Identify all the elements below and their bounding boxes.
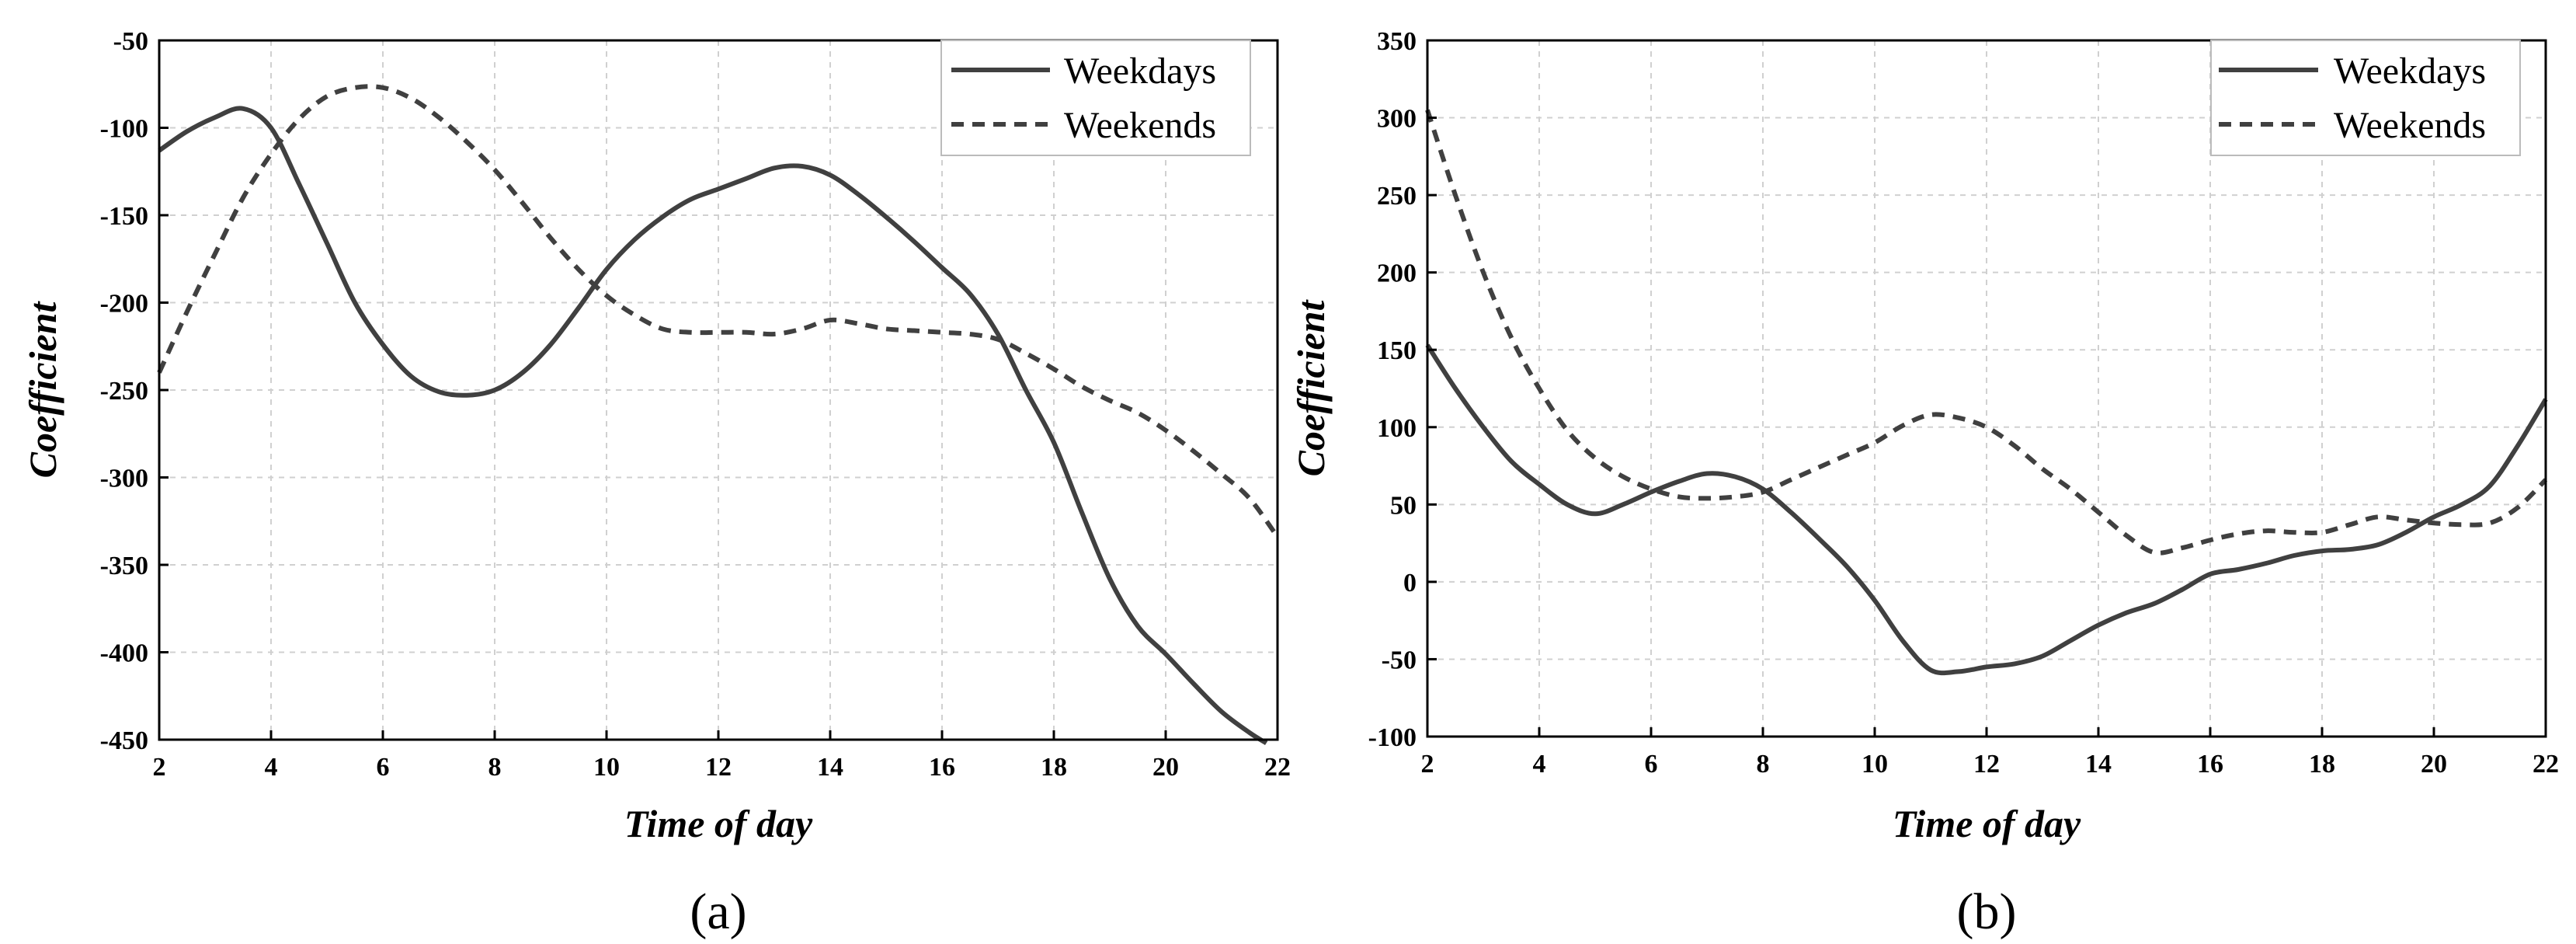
panel-b-x-tick-label: 16 [2197, 750, 2223, 779]
panel-b-y-axis-title: Coefficient [1289, 298, 1333, 476]
panel-a-legend: Weekdays Weekends [940, 40, 1251, 156]
panel-b-x-axis-title: Time of day [1893, 802, 2081, 845]
panel-b-x-ticks: 2 4 6 8 10 12 14 16 18 20 22 [1421, 727, 2559, 779]
panel-a-x-tick-label: 4 [265, 753, 278, 782]
panel-a-x-tick-label: 14 [817, 753, 843, 782]
panel-a-y-tick-label: -300 [100, 465, 148, 493]
panel-a-x-tick-label: 8 [488, 753, 502, 782]
panel-a-y-tick-label: -400 [100, 639, 148, 668]
panel-b-y-ticks: 350 300 250 200 150 100 50 0 -50 -100 [1368, 27, 1437, 752]
panel-a-y-tick-label: -50 [113, 27, 148, 56]
panel-a-y-tick-label: -350 [100, 552, 148, 580]
panel-b-y-tick-label: 50 [1390, 491, 1417, 520]
panel-b-y-tick-label: 0 [1403, 569, 1417, 597]
panel-a-y-axis-title: Coefficient [21, 300, 64, 478]
panel-b: 2 4 6 8 10 12 14 16 18 20 22 350 300 250 200 150 100 50 0… [1289, 27, 2559, 940]
panel-a-x-ticks: 2 4 6 8 10 12 14 16 18 20 22 [153, 730, 1291, 782]
panel-b-x-tick-label: 10 [1862, 750, 1888, 779]
panel-a-x-tick-label: 12 [705, 753, 732, 782]
panel-a-y-tick-label: -100 [100, 115, 148, 144]
panel-a-y-tick-label: -200 [100, 290, 148, 319]
panel-b-y-tick-label: 250 [1377, 182, 1417, 211]
panel-a-legend-weekends-label: Weekends [1064, 105, 1216, 146]
panel-b-legend: Weekdays Weekends [2210, 40, 2521, 156]
panel-a-x-tick-label: 16 [929, 753, 955, 782]
panel-b-y-tick-label: 300 [1377, 105, 1417, 134]
panel-b-y-tick-label: 200 [1377, 260, 1417, 288]
panel-a-series [157, 84, 1280, 746]
panel-a: 2 4 6 8 10 12 14 16 18 20 22 -50 -100 -150 -200 -250 -3… [21, 27, 1291, 940]
panel-a-x-tick-label: 10 [593, 753, 620, 782]
panel-b-x-tick-label: 18 [2309, 750, 2335, 779]
panel-b-y-tick-label: -50 [1382, 646, 1417, 674]
panel-a-y-ticks: -50 -100 -150 -200 -250 -300 -350 -400 -450 [100, 27, 169, 755]
panel-b-x-tick-label: 20 [2421, 750, 2447, 779]
panel-b-y-tick-label: -100 [1368, 723, 1417, 752]
panel-b-series [1425, 109, 2548, 676]
panel-b-legend-weekends-label: Weekends [2334, 105, 2486, 146]
panel-b-y-tick-label: 350 [1377, 27, 1417, 56]
panel-a-x-tick-label: 2 [153, 753, 166, 782]
panel-a-caption: (a) [690, 883, 746, 940]
panel-a-y-tick-label: -150 [100, 202, 148, 231]
panel-b-series-weekdays-line [1425, 343, 2548, 676]
panel-b-x-tick-label: 8 [1757, 750, 1770, 779]
panel-b-legend-box [2210, 40, 2521, 156]
panel-a-series-weekends-line [157, 84, 1280, 538]
panel-b-series-weekends-line [1425, 109, 2548, 556]
panel-a-y-tick-label: -450 [100, 726, 148, 755]
panel-a-x-tick-label: 6 [377, 753, 390, 782]
panel-a-x-tick-label: 18 [1041, 753, 1067, 782]
panel-a-series-weekdays-line [158, 106, 1268, 746]
panel-a-x-tick-label: 22 [1264, 753, 1291, 782]
panel-b-y-tick-label: 150 [1377, 336, 1417, 365]
panel-a-grid [159, 40, 1278, 740]
panel-a-y-tick-label: -250 [100, 377, 148, 406]
panel-b-x-tick-label: 22 [2533, 750, 2559, 779]
panel-b-grid [1427, 40, 2546, 737]
panel-b-x-tick-label: 14 [2085, 750, 2112, 779]
panel-a-legend-weekdays-label: Weekdays [1064, 51, 1216, 92]
panel-b-x-tick-label: 4 [1533, 750, 1546, 779]
panel-b-x-tick-label: 6 [1645, 750, 1658, 779]
panel-a-x-tick-label: 20 [1152, 753, 1179, 782]
panel-b-x-tick-label: 12 [1973, 750, 2000, 779]
panel-b-y-tick-label: 100 [1377, 414, 1417, 443]
panel-a-x-axis-title: Time of day [624, 802, 813, 845]
panel-a-legend-box [940, 40, 1251, 156]
panel-b-legend-weekdays-label: Weekdays [2334, 51, 2486, 92]
panel-b-x-tick-label: 2 [1421, 750, 1434, 779]
panel-b-caption: (b) [1957, 883, 2017, 940]
